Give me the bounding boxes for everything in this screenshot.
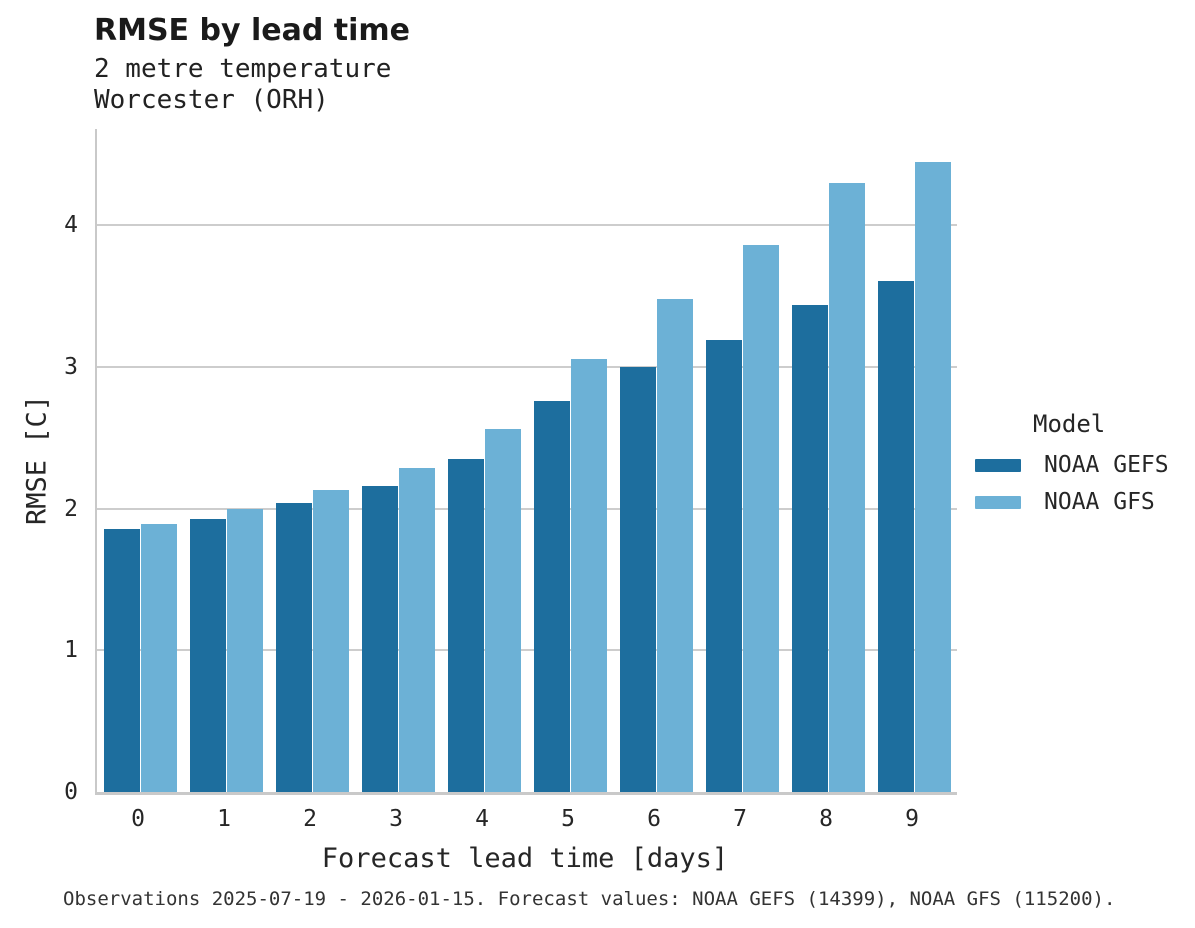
bar-group-lead-0 bbox=[97, 129, 183, 792]
bar-noaa-gefs-lead-1 bbox=[189, 518, 226, 792]
bar-noaa-gfs-lead-0 bbox=[140, 524, 177, 792]
x-tick-label-4: 4 bbox=[475, 806, 489, 832]
y-tick-label-4: 4 bbox=[64, 212, 78, 239]
y-tick-label-1: 1 bbox=[64, 637, 78, 664]
x-tick-label-9: 9 bbox=[905, 806, 919, 832]
x-tick-label-7: 7 bbox=[733, 806, 747, 832]
y-tick-col: 0 1 2 3 4 bbox=[20, 129, 78, 805]
gridline-y-3 bbox=[97, 366, 957, 369]
bar-noaa-gefs-lead-0 bbox=[103, 528, 140, 792]
chart-subtitle-line1: 2 metre temperature bbox=[94, 54, 392, 84]
bar-group-lead-5 bbox=[527, 129, 613, 792]
legend: Model NOAA GEFS NOAA GFS bbox=[975, 410, 1169, 526]
y-tick-label-3: 3 bbox=[64, 353, 78, 380]
bar-noaa-gefs-lead-6 bbox=[619, 367, 656, 792]
gridline-y-1 bbox=[97, 649, 957, 652]
chart-header: RMSE by lead time 2 metre temperature Wor… bbox=[94, 14, 410, 116]
bar-noaa-gfs-lead-9 bbox=[914, 161, 951, 792]
x-tick-label-5: 5 bbox=[561, 806, 575, 832]
bar-noaa-gfs-lead-5 bbox=[570, 358, 607, 792]
legend-entry-noaa-gfs: NOAA GFS bbox=[975, 489, 1169, 515]
bar-group-lead-8 bbox=[785, 129, 871, 792]
legend-swatch-noaa-gefs bbox=[975, 458, 1021, 472]
bar-noaa-gfs-lead-8 bbox=[828, 182, 865, 792]
bar-group-lead-3 bbox=[355, 129, 441, 792]
gridline-y-2 bbox=[97, 507, 957, 510]
legend-entry-noaa-gefs: NOAA GEFS bbox=[975, 452, 1169, 478]
bar-noaa-gefs-lead-9 bbox=[877, 280, 914, 792]
bar-noaa-gfs-lead-1 bbox=[226, 508, 263, 792]
bar-noaa-gfs-lead-6 bbox=[656, 299, 693, 792]
legend-label-noaa-gefs: NOAA GEFS bbox=[1044, 452, 1169, 478]
bar-noaa-gefs-lead-5 bbox=[533, 401, 570, 792]
y-tick-label-2: 2 bbox=[64, 495, 78, 522]
legend-label-noaa-gfs: NOAA GFS bbox=[1044, 489, 1155, 515]
bar-noaa-gfs-lead-3 bbox=[398, 467, 435, 792]
bar-noaa-gefs-lead-2 bbox=[275, 503, 312, 792]
y-tick-label-0: 0 bbox=[64, 779, 78, 805]
x-tick-label-2: 2 bbox=[303, 806, 317, 832]
bar-group-lead-2 bbox=[269, 129, 355, 792]
bar-group-lead-4 bbox=[441, 129, 527, 792]
chart-title: RMSE by lead time bbox=[94, 13, 410, 48]
x-tick-label-6: 6 bbox=[647, 806, 661, 832]
legend-swatch-noaa-gfs bbox=[975, 495, 1021, 509]
bar-noaa-gefs-lead-3 bbox=[361, 486, 398, 792]
bar-group-lead-1 bbox=[183, 129, 269, 792]
bar-group-lead-9 bbox=[871, 129, 957, 792]
chart-subtitle: 2 metre temperature Worcester (ORH) bbox=[94, 54, 410, 116]
legend-title: Model bbox=[1033, 410, 1106, 438]
bar-group-lead-7 bbox=[699, 129, 785, 792]
bar-groups bbox=[97, 129, 957, 792]
caption-text: Observations 2025-07-19 - 2026-01-15. Fo… bbox=[63, 888, 1116, 910]
bar-noaa-gefs-lead-7 bbox=[705, 340, 742, 792]
bar-noaa-gfs-lead-4 bbox=[484, 429, 521, 792]
plot-area bbox=[95, 129, 957, 795]
bar-noaa-gfs-lead-7 bbox=[742, 245, 779, 792]
chart-subtitle-line2: Worcester (ORH) bbox=[94, 85, 329, 115]
bar-noaa-gefs-lead-8 bbox=[791, 304, 828, 792]
bar-group-lead-6 bbox=[613, 129, 699, 792]
x-tick-row: 0 1 2 3 4 5 6 7 8 9 bbox=[95, 806, 955, 832]
bar-noaa-gefs-lead-4 bbox=[447, 459, 484, 792]
bar-noaa-gfs-lead-2 bbox=[312, 490, 349, 792]
x-tick-label-0: 0 bbox=[131, 806, 145, 832]
x-tick-label-8: 8 bbox=[819, 806, 833, 832]
x-axis-title: Forecast lead time [days] bbox=[321, 843, 729, 874]
x-tick-label-3: 3 bbox=[389, 806, 403, 832]
x-tick-label-1: 1 bbox=[217, 806, 231, 832]
gridline-y-4 bbox=[97, 224, 957, 227]
